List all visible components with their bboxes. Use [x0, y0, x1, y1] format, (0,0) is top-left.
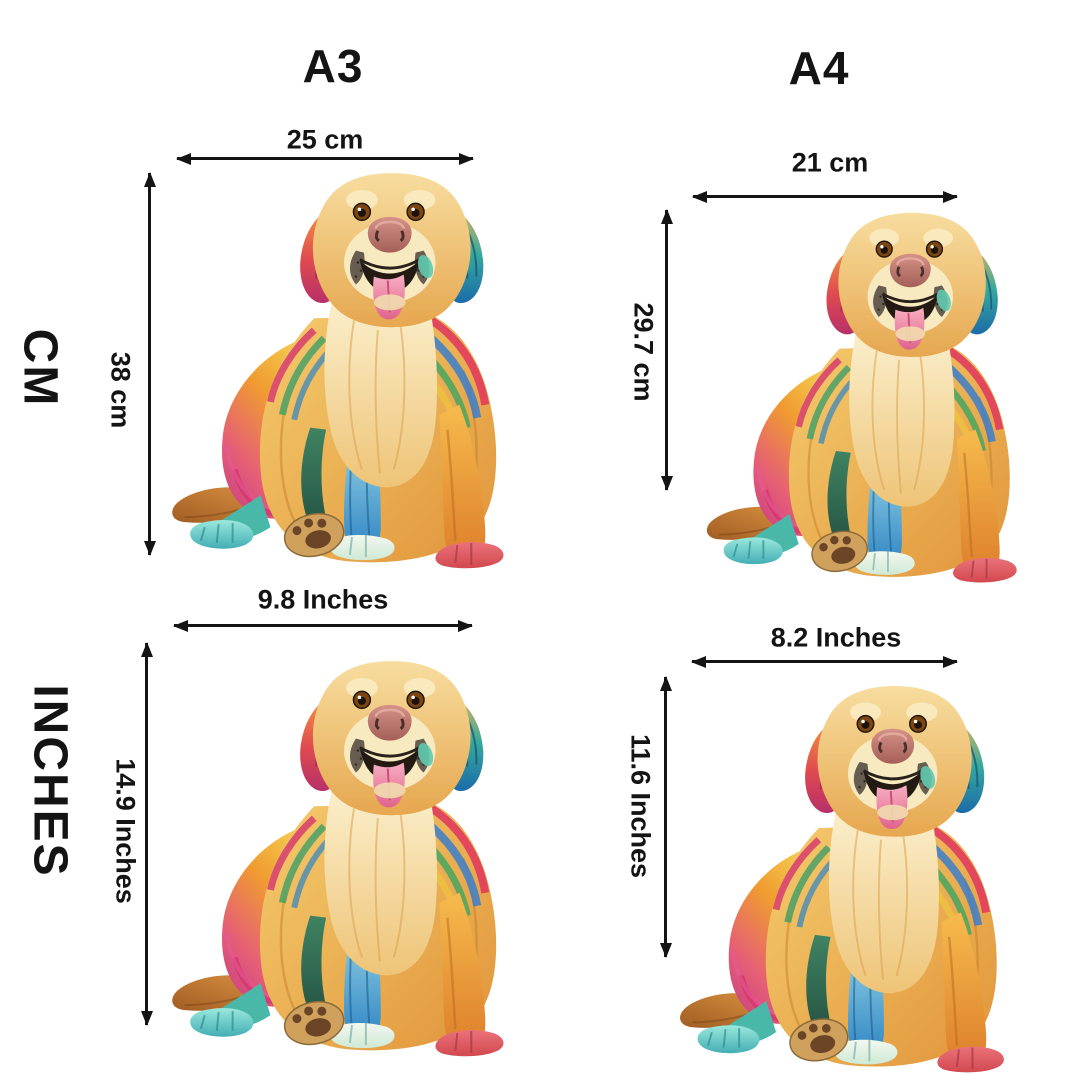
dog-illustration-a3-inches [165, 659, 523, 1057]
width-value-a3-inches: 9.8 Inches [257, 584, 389, 615]
width-arrow-a3-cm [177, 157, 473, 160]
width-value-a4-cm: 21 cm [791, 147, 869, 178]
height-value-a4-inches: 11.6 Inches [625, 733, 656, 879]
dog-illustration-a4-inches [673, 684, 1023, 1073]
width-arrow-a4-cm [693, 195, 957, 198]
height-arrow-a4-cm [665, 210, 668, 490]
dog-illustration-a4-cm [700, 211, 1035, 583]
height-arrow-a3-cm [148, 173, 151, 555]
column-title-a3: A3 [302, 40, 364, 92]
height-value-a3-inches: 14.9 Inches [110, 758, 141, 904]
width-arrow-a3-inches [174, 624, 472, 627]
dog-illustration-a3-cm [165, 171, 523, 569]
height-value-a4-cm: 29.7 cm [628, 302, 659, 402]
height-arrow-a4-inches [664, 677, 667, 957]
width-arrow-a4-inches [692, 660, 957, 663]
column-title-a4: A4 [788, 42, 850, 94]
width-value-a3-cm: 25 cm [286, 124, 364, 155]
height-value-a3-cm: 38 cm [105, 351, 136, 429]
row-label-inches: INCHES [23, 684, 77, 878]
width-value-a4-inches: 8.2 Inches [770, 622, 902, 653]
height-arrow-a3-inches [145, 643, 148, 1025]
row-label-cm: CM [13, 328, 67, 408]
